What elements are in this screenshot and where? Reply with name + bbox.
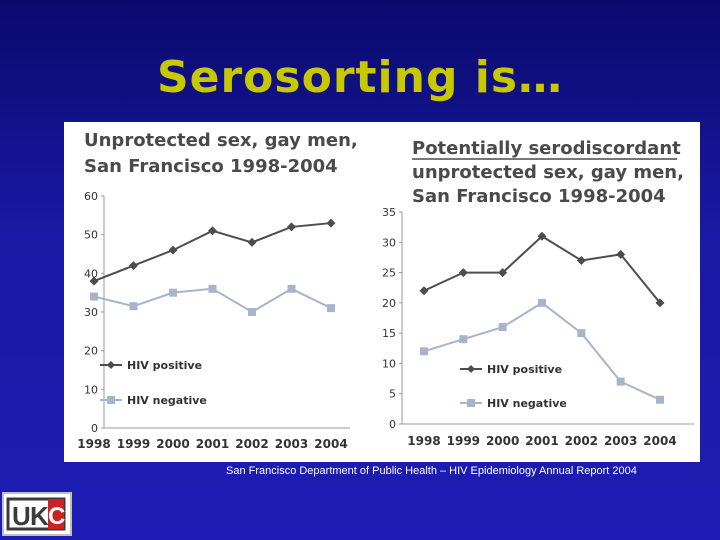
data-point-hiv-negative: [208, 284, 217, 293]
chart-title-line: San Francisco 1998-2004: [412, 186, 666, 207]
y-tick-label: 10: [382, 357, 396, 370]
logo-letter-c: C: [48, 503, 65, 530]
charts-svg: Unprotected sex, gay men, San Francisco 1…: [77, 130, 694, 451]
y-tick-label: 30: [382, 236, 396, 249]
data-point-hiv-positive: [287, 222, 296, 232]
x-tick-label: 2004: [314, 437, 347, 451]
figure-panel: Unprotected sex, gay men, San Francisco 1…: [64, 122, 700, 462]
x-tick-label: 1998: [407, 434, 440, 448]
chart-title-line: Unprotected sex, gay men,: [84, 130, 358, 151]
data-point-hiv-positive: [247, 237, 257, 247]
data-point-hiv-positive: [458, 268, 468, 278]
slide-title: Serosorting is…: [156, 52, 564, 103]
legend-label: HIV positive: [127, 359, 202, 372]
data-point-hiv-negative: [169, 288, 177, 297]
y-tick-label: 25: [382, 267, 396, 280]
x-tick-label: 2002: [235, 437, 268, 451]
legend-label: HIV positive: [487, 363, 562, 376]
x-tick-label: 2002: [565, 434, 598, 448]
y-tick-label: 15: [382, 327, 396, 340]
legend-marker: [467, 365, 475, 373]
y-tick-label: 0: [389, 418, 396, 431]
data-point-hiv-positive: [89, 276, 99, 286]
ukc-logo-mark: U K C: [6, 497, 66, 531]
logo-red-block: [48, 499, 64, 529]
data-point-hiv-negative: [616, 377, 625, 386]
data-point-hiv-negative: [327, 304, 335, 313]
data-point-hiv-negative: [420, 347, 428, 356]
data-point-hiv-positive: [576, 255, 586, 265]
legend-label: HIV negative: [127, 394, 207, 407]
data-point-hiv-positive: [655, 298, 665, 308]
data-point-hiv-positive: [129, 261, 138, 271]
chart-title-line: unprotected sex, gay men,: [412, 162, 684, 183]
data-point-hiv-positive: [326, 218, 336, 228]
data-point-hiv-positive: [537, 231, 547, 241]
source-caption: San Francisco Department of Public Healt…: [226, 465, 637, 477]
data-point-hiv-negative: [656, 395, 664, 404]
data-point-hiv-negative: [538, 298, 546, 307]
chart-title-line: Potentially serodiscordant: [412, 138, 681, 159]
data-point-hiv-negative: [129, 302, 138, 311]
chart-title-line: San Francisco 1998-2004: [84, 156, 338, 177]
data-point-hiv-positive: [168, 245, 178, 255]
chart-2: Potentially serodiscordant unprotected se…: [382, 138, 694, 448]
logo-letter-k: K: [30, 501, 49, 531]
legend-marker: [467, 399, 475, 407]
x-tick-label: 2000: [486, 434, 519, 448]
y-tick-label: 50: [84, 229, 98, 242]
y-tick-label: 10: [84, 383, 98, 396]
data-point-hiv-positive: [419, 286, 429, 296]
legend-marker: [107, 396, 115, 404]
y-tick-label: 40: [84, 267, 98, 280]
x-tick-label: 2001: [196, 437, 229, 451]
y-tick-label: 0: [91, 422, 98, 435]
data-point-hiv-positive: [498, 268, 508, 278]
y-tick-label: 35: [382, 206, 396, 219]
y-tick-label: 20: [382, 297, 396, 310]
x-tick-label: 2003: [604, 434, 637, 448]
x-tick-label: 2001: [525, 434, 558, 448]
data-point-hiv-negative: [90, 292, 98, 301]
data-point-hiv-negative: [287, 284, 296, 293]
legend-marker: [107, 361, 115, 369]
data-point-hiv-positive: [616, 249, 626, 259]
y-tick-label: 20: [84, 345, 98, 358]
data-point-hiv-negative: [248, 308, 256, 316]
data-point-hiv-negative: [577, 329, 586, 338]
x-tick-label: 1998: [77, 437, 110, 451]
chart-1: Unprotected sex, gay men, San Francisco 1…: [77, 130, 357, 451]
data-point-hiv-negative: [498, 323, 507, 332]
series-line-hiv-positive: [423, 234, 661, 304]
y-tick-label: 30: [84, 306, 98, 319]
legend-label: HIV negative: [487, 397, 567, 410]
x-tick-label: 2000: [156, 437, 189, 451]
data-point-hiv-positive: [208, 226, 217, 236]
data-point-hiv-negative: [459, 335, 468, 344]
x-tick-label: 1999: [117, 437, 150, 451]
x-tick-label: 2003: [275, 437, 308, 451]
ukc-logo: U K C: [2, 492, 72, 536]
x-tick-label: 2004: [643, 434, 676, 448]
y-tick-label: 5: [389, 388, 396, 401]
y-tick-label: 60: [84, 190, 98, 203]
x-tick-label: 1999: [447, 434, 480, 448]
logo-letter-u: U: [12, 501, 31, 531]
